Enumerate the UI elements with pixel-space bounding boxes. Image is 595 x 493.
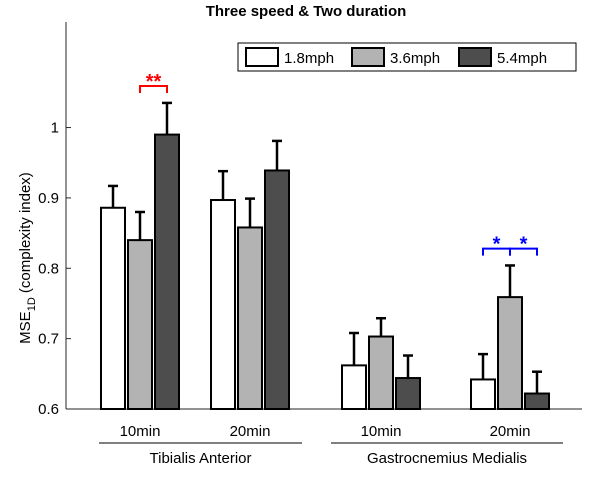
legend-swatch <box>458 47 492 67</box>
legend-box <box>237 42 577 72</box>
y-axis-label-main: MSE <box>17 311 34 344</box>
significance-bracket <box>509 247 538 256</box>
bar <box>524 392 550 410</box>
legend-label: 3.6mph <box>390 50 440 67</box>
significance-markers: *** * <box>139 71 538 256</box>
bar <box>264 169 290 410</box>
x-tick-label: 20min <box>490 423 531 440</box>
significance-label: * <box>493 234 501 256</box>
bar <box>341 364 367 410</box>
y-tick-label: 0.6 <box>38 401 59 418</box>
x-tick-label: 10min <box>361 423 402 440</box>
x-tick-label: 20min <box>230 423 271 440</box>
bar <box>497 296 523 411</box>
bar <box>100 206 126 410</box>
legend-label: 5.4mph <box>497 50 547 67</box>
group-label: Gastrocnemius Medialis <box>367 450 527 467</box>
legend-label: 1.8mph <box>284 50 334 67</box>
bar <box>210 199 236 410</box>
group-labels: Tibialis Anterior Gastrocnemius Medialis <box>99 442 563 467</box>
significance-bracket <box>139 85 168 94</box>
bar <box>470 378 496 410</box>
legend: 1.8mph 3.6mph 5.4mph <box>237 42 577 72</box>
y-tick-label: 0.9 <box>38 190 59 207</box>
legend-swatch <box>245 47 279 67</box>
x-tick-label: 10min <box>120 423 161 440</box>
y-axis-label-subscript: 1D <box>26 297 38 311</box>
significance-label: * <box>520 234 528 256</box>
y-axis-label: MSE1D (complexity index) <box>17 172 38 344</box>
y-tick-label: 1 <box>51 120 59 137</box>
group-label: Tibialis Anterior <box>150 450 252 467</box>
bar <box>237 226 263 410</box>
bar <box>127 239 153 410</box>
y-tick-label: 0.8 <box>38 260 59 277</box>
bar <box>368 335 394 410</box>
legend-swatch <box>351 47 385 67</box>
chart-title: Three speed & Two duration <box>206 3 407 20</box>
y-axis-label-rest: (complexity index) <box>17 172 34 297</box>
bars <box>100 101 550 411</box>
bar <box>395 377 421 411</box>
y-tick-label: 0.7 <box>38 331 59 348</box>
bar <box>154 133 180 410</box>
significance-label: ** <box>146 71 162 93</box>
